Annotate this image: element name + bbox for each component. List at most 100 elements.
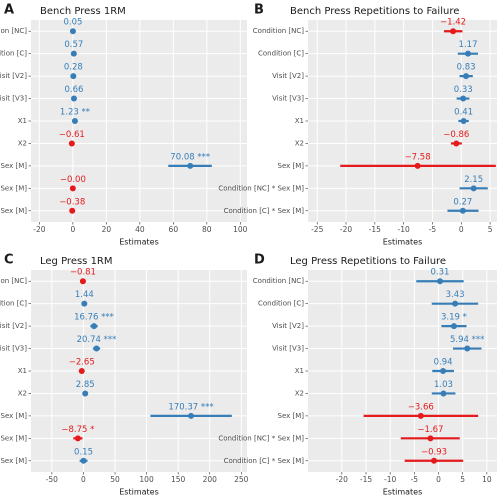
panel-letter: B xyxy=(254,3,264,18)
y-tick-label: Condition [C] * Sex [M] xyxy=(0,207,27,215)
value-label: 0.28 xyxy=(64,63,83,73)
value-label: −7.58 xyxy=(405,152,431,162)
value-label: 2.85 xyxy=(76,380,95,390)
value-label: 20.74 *** xyxy=(77,335,117,345)
point xyxy=(69,185,76,192)
value-label: 0.57 xyxy=(64,40,83,50)
value-label: 0.33 xyxy=(454,85,473,95)
point xyxy=(69,28,76,35)
y-tick-label: Condition [NC] xyxy=(253,27,304,35)
x-tick-label: 100 xyxy=(139,475,154,484)
x-tick-label: -20 xyxy=(336,475,348,484)
y-tick-label: Condition [NC] * Sex [M] xyxy=(0,434,27,442)
y-tick-label: X2 xyxy=(295,389,304,397)
x-tick-label: -25 xyxy=(311,225,323,234)
y-tick-label: X2 xyxy=(18,389,27,397)
x-tick-label: -10 xyxy=(398,225,410,234)
x-tick-label: 0 xyxy=(81,475,86,484)
point xyxy=(463,73,470,80)
x-tick-label: 200 xyxy=(203,475,218,484)
panel-letter: C xyxy=(4,253,14,268)
panel-title: Bench Press Repetitions to Failure xyxy=(290,6,459,17)
value-label: −0.81 xyxy=(70,268,96,278)
value-label: −1.42 xyxy=(440,18,466,28)
point xyxy=(91,323,98,330)
value-label: 1.44 xyxy=(75,290,94,300)
x-axis-label: Estimates xyxy=(383,488,423,497)
point xyxy=(450,323,457,330)
x-tick-label: 50 xyxy=(110,475,120,484)
point xyxy=(470,185,477,192)
point xyxy=(440,390,447,397)
value-label: −0.38 xyxy=(59,197,85,207)
panel-title: Leg Press 1RM xyxy=(40,256,113,267)
x-tick-label: -15 xyxy=(360,475,372,484)
value-label: 0.05 xyxy=(63,18,82,28)
x-axis-label: Estimates xyxy=(119,488,159,497)
x-tick-label: 250 xyxy=(234,475,249,484)
point xyxy=(427,435,434,442)
y-tick-label: Condition [C] * Sex [M] xyxy=(224,457,305,465)
x-tick-label: -20 xyxy=(340,225,352,234)
y-tick-label: X1 xyxy=(18,367,27,375)
y-tick-label: Sex [M] xyxy=(1,162,28,170)
point xyxy=(450,28,457,35)
x-tick-label: 60 xyxy=(169,225,179,234)
x-axis-label: Estimates xyxy=(119,238,159,247)
y-tick-label: Condition [NC] xyxy=(0,277,27,285)
point xyxy=(188,412,195,419)
point xyxy=(453,140,460,147)
y-tick-label: Visit [V3] xyxy=(0,345,27,353)
y-tick-label: Condition [C] xyxy=(0,300,27,308)
x-tick-label: 0 xyxy=(436,475,441,484)
value-label: −2.65 xyxy=(69,358,95,368)
value-label: 0.94 xyxy=(434,358,453,368)
y-tick-label: Sex [M] xyxy=(278,162,305,170)
value-label: −0.00 xyxy=(60,175,86,185)
y-tick-label: Visit [V2] xyxy=(272,72,304,80)
value-label: 1.17 xyxy=(459,40,478,50)
value-label: 0.31 xyxy=(431,268,450,278)
value-label: 170.37 *** xyxy=(168,402,213,412)
point xyxy=(71,118,78,124)
value-label: −0.86 xyxy=(443,130,469,140)
y-tick-label: X1 xyxy=(295,367,304,375)
point xyxy=(70,50,77,57)
value-label: 1.03 xyxy=(434,380,453,390)
value-label: −8.75 * xyxy=(61,425,94,435)
y-tick-label: Visit [V2] xyxy=(272,322,304,330)
x-tick-label: 0 xyxy=(459,225,464,234)
point xyxy=(80,457,87,464)
value-label: −3.66 xyxy=(408,402,434,412)
value-label: −0.61 xyxy=(59,130,85,140)
y-tick-label: Sex [M] xyxy=(278,412,305,420)
x-tick-label: 80 xyxy=(202,225,212,234)
value-label: 16.76 *** xyxy=(74,313,114,323)
point xyxy=(437,278,444,285)
panel-letter: D xyxy=(254,253,265,268)
y-tick-label: Sex [M] xyxy=(1,412,28,420)
y-tick-label: Condition [C] xyxy=(0,50,27,58)
y-tick-label: X2 xyxy=(18,139,27,147)
x-tick-label: 40 xyxy=(135,225,145,234)
value-label: 3.19 * xyxy=(441,313,467,323)
y-tick-label: Condition [NC] * Sex [M] xyxy=(0,184,27,192)
x-tick-label: 5 xyxy=(460,475,465,484)
y-tick-label: Condition [C] xyxy=(258,50,304,58)
point xyxy=(465,50,472,57)
value-label: 0.27 xyxy=(453,197,472,207)
value-label: 0.83 xyxy=(457,63,476,73)
point xyxy=(187,162,194,169)
y-tick-label: Condition [C] * Sex [M] xyxy=(0,457,27,465)
y-tick-label: Condition [NC] * Sex [M] xyxy=(218,184,304,192)
y-tick-label: Condition [C] xyxy=(258,300,304,308)
x-tick-label: 10 xyxy=(482,475,492,484)
x-tick-label: -50 xyxy=(46,475,58,484)
y-tick-label: Condition [NC] * Sex [M] xyxy=(218,434,304,442)
point xyxy=(69,207,76,214)
y-tick-label: Visit [V3] xyxy=(272,95,304,103)
x-tick-label: -10 xyxy=(384,475,396,484)
y-tick-label: Visit [V2] xyxy=(0,322,27,330)
point xyxy=(414,162,421,169)
point xyxy=(440,368,447,374)
